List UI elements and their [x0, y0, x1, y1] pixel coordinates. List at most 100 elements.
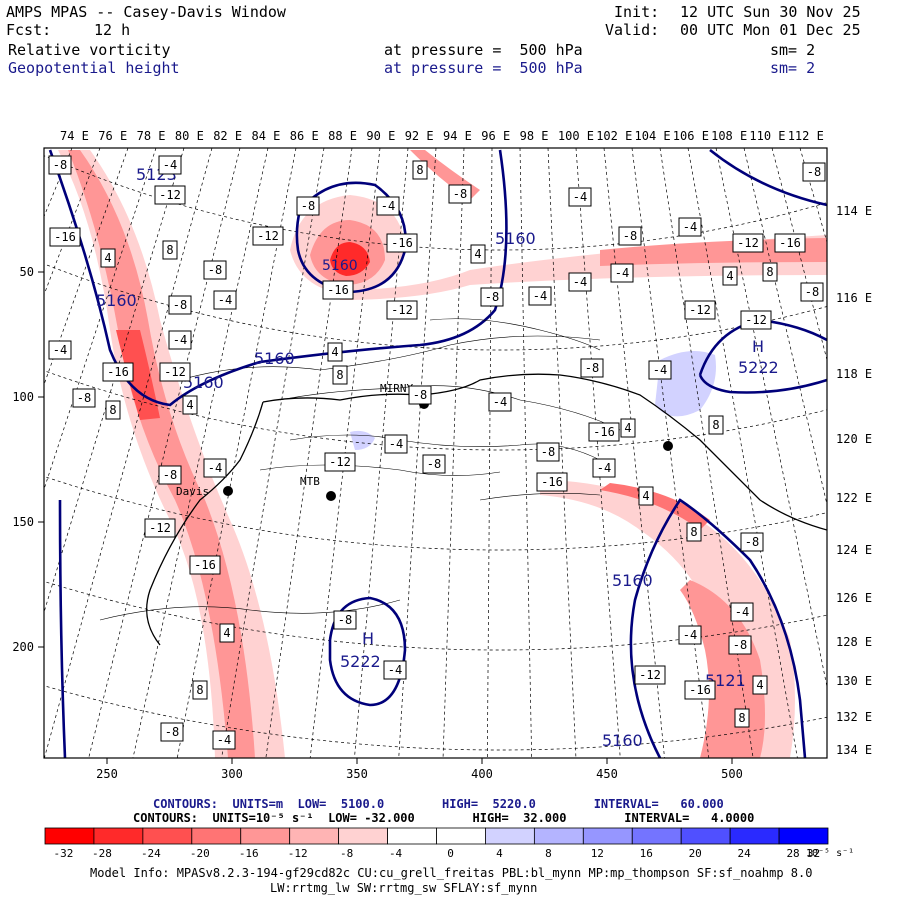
colorbar-label: 12 — [591, 847, 604, 860]
vorticity-label: -4 — [377, 197, 399, 215]
svg-text:-4: -4 — [533, 289, 547, 303]
svg-text:-4: -4 — [597, 461, 611, 475]
vorticity-label: 8 — [193, 681, 207, 699]
vorticity-label: -12 — [160, 363, 190, 381]
svg-text:4: 4 — [624, 421, 631, 435]
svg-text:-12: -12 — [159, 188, 181, 202]
svg-text:-4: -4 — [218, 293, 232, 307]
colorbar-label: 20 — [689, 847, 702, 860]
svg-text:-8: -8 — [338, 613, 352, 627]
longitude-label: 88 E — [328, 129, 357, 143]
svg-text:8: 8 — [690, 525, 697, 539]
longitude-label: 84 E — [252, 129, 281, 143]
vorticity-label: -4 — [649, 361, 671, 379]
svg-text:-8: -8 — [53, 158, 67, 172]
svg-text:-16: -16 — [391, 236, 413, 250]
svg-text:-16: -16 — [593, 425, 615, 439]
vorticity-label: -4 — [611, 264, 633, 282]
svg-text:8: 8 — [766, 265, 773, 279]
svg-text:-12: -12 — [391, 303, 413, 317]
mirny-label: MIRNY — [380, 382, 413, 395]
davis-station-marker — [223, 486, 233, 496]
vorticity-label: -8 — [409, 386, 431, 404]
colorbar-swatch — [388, 828, 437, 844]
svg-text:-8: -8 — [427, 457, 441, 471]
svg-text:-16: -16 — [689, 683, 711, 697]
vorticity-label: 8 — [709, 416, 723, 434]
vorticity-label: -4 — [489, 393, 511, 411]
vorticity-label: 8 — [763, 263, 777, 281]
x-axis-label: 450 — [596, 767, 618, 781]
colorbar-label: 24 — [738, 847, 752, 860]
longitude-label: 100 E — [558, 129, 594, 143]
svg-text:-8: -8 — [453, 187, 467, 201]
svg-text:-8: -8 — [585, 361, 599, 375]
longitude-label: 128 E — [836, 635, 872, 649]
svg-text:-8: -8 — [165, 725, 179, 739]
vorticity-label: -8 — [803, 163, 825, 181]
svg-text:-12: -12 — [257, 229, 279, 243]
vorticity-label: -8 — [619, 227, 641, 245]
mtb-label: MTB — [300, 475, 320, 488]
colorbar-label: 16 — [640, 847, 653, 860]
vorticity-label: -4 — [679, 626, 701, 644]
height-label: 5160 — [612, 571, 653, 590]
davis-label: Davis — [176, 485, 209, 498]
vorticity-label: -4 — [731, 603, 753, 621]
vorticity-label: -4 — [49, 341, 71, 359]
svg-text:4: 4 — [104, 251, 111, 265]
svg-text:-8: -8 — [413, 388, 427, 402]
vorticity-label: -16 — [589, 423, 619, 441]
vorticity-label: 4 — [639, 487, 653, 505]
x-axis-label: 350 — [346, 767, 368, 781]
svg-text:-16: -16 — [194, 558, 216, 572]
svg-text:-8: -8 — [77, 391, 91, 405]
svg-text:8: 8 — [109, 403, 116, 417]
vorticity-label: 8 — [106, 401, 120, 419]
vorticity-label: -4 — [385, 435, 407, 453]
vorticity-label: -8 — [297, 197, 319, 215]
casey-station-marker — [663, 441, 673, 451]
svg-text:-4: -4 — [53, 343, 67, 357]
svg-text:-12: -12 — [329, 455, 351, 469]
x-axis-label: 300 — [221, 767, 243, 781]
vorticity-label: -4 — [169, 331, 191, 349]
svg-text:-16: -16 — [327, 283, 349, 297]
longitude-label: 104 E — [635, 129, 671, 143]
svg-text:8: 8 — [336, 368, 343, 382]
x-axis-label: 400 — [471, 767, 493, 781]
svg-text:4: 4 — [331, 345, 338, 359]
high-pressure-marker: H — [362, 629, 374, 648]
model-info-physics: LW:rrtmg_lw SW:rrtmg_sw SFLAY:sf_mynn — [270, 881, 537, 895]
vorticity-label: -8 — [801, 283, 823, 301]
height-label: 5222 — [738, 358, 779, 377]
svg-text:-4: -4 — [573, 190, 587, 204]
vorticity-label: -16 — [537, 473, 567, 491]
svg-text:-12: -12 — [737, 236, 759, 250]
svg-text:-4: -4 — [208, 461, 222, 475]
colorbar-label: -32 — [54, 847, 74, 860]
longitude-label: 94 E — [443, 129, 472, 143]
vorticity-label: -12 — [741, 311, 771, 329]
svg-text:-4: -4 — [389, 437, 403, 451]
longitude-label: 86 E — [290, 129, 319, 143]
height-label: 5160 — [254, 349, 295, 368]
svg-text:-8: -8 — [301, 199, 315, 213]
svg-text:-4: -4 — [683, 628, 697, 642]
vorticity-label: 8 — [163, 241, 177, 259]
vorticity-label: -4 — [529, 287, 551, 305]
vorticity-label: -4 — [159, 156, 181, 174]
longitude-label: 116 E — [836, 291, 872, 305]
vorticity-label: -8 — [481, 288, 503, 306]
longitude-label: 114 E — [836, 204, 872, 218]
vorticity-label: -4 — [214, 291, 236, 309]
longitude-label: 80 E — [175, 129, 204, 143]
vorticity-label: -8 — [537, 443, 559, 461]
vorticity-label: -16 — [103, 363, 133, 381]
colorbar-label: 8 — [545, 847, 552, 860]
colorbar-label: -4 — [389, 847, 403, 860]
vorticity-label: -12 — [325, 453, 355, 471]
vorticity-label: -4 — [213, 731, 235, 749]
colorbar-swatch — [632, 828, 681, 844]
longitude-label: 102 E — [596, 129, 632, 143]
